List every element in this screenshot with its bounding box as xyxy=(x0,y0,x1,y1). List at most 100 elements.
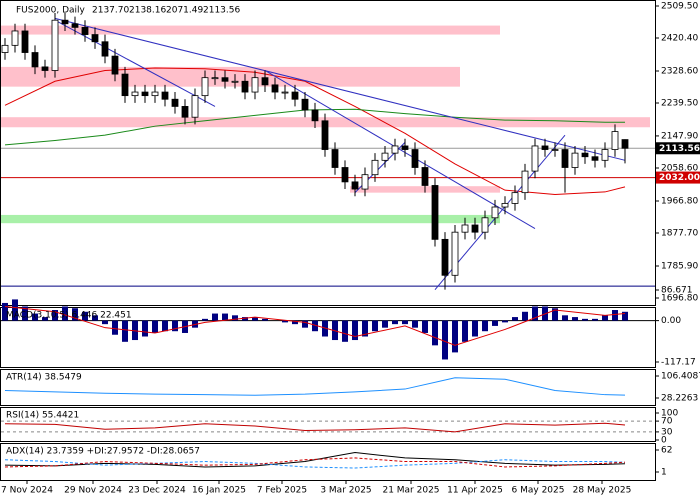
candle-body xyxy=(221,77,229,82)
histogram-bar xyxy=(552,308,558,321)
indicator-title: RSI(14) 55.4421 xyxy=(6,411,79,421)
histogram-bar xyxy=(582,318,588,321)
candle-body xyxy=(391,145,399,154)
price-label-box xyxy=(656,171,700,184)
histogram-bar xyxy=(322,320,328,337)
histogram-bar xyxy=(442,320,448,360)
candle-body xyxy=(181,106,189,118)
candle-body xyxy=(161,91,169,100)
candle-body xyxy=(51,19,59,71)
panel-frame xyxy=(0,307,656,368)
panel-frame xyxy=(0,407,656,442)
x-tick-label: 7 Feb 2025 xyxy=(257,486,307,496)
indicator-title: ADX(14) 23.7359 +DI:27.9572 -DI:28.0657 xyxy=(6,447,200,457)
zone xyxy=(1,66,460,87)
histogram-bar xyxy=(352,320,358,341)
price-label-box xyxy=(656,142,700,155)
candle-body xyxy=(531,145,539,172)
candle-body xyxy=(601,149,609,161)
histogram-bar xyxy=(332,320,338,341)
histogram-bar xyxy=(122,320,128,342)
candle-body xyxy=(411,149,419,168)
candle-body xyxy=(101,41,109,57)
y-tick-label: 2058.60 xyxy=(661,164,698,174)
chart-title: FUS2000, Daily xyxy=(16,6,86,16)
ohlc-label: 2071.49 xyxy=(166,6,203,16)
candle-body xyxy=(371,159,379,176)
histogram-bar xyxy=(72,308,78,321)
y-tick-label: 0 xyxy=(661,436,667,446)
histogram-bar xyxy=(622,311,628,321)
trendline xyxy=(264,70,536,230)
candle-body xyxy=(201,77,209,97)
histogram-bar xyxy=(432,320,438,346)
candle-body xyxy=(401,145,409,150)
histogram-bar xyxy=(312,320,318,332)
histogram-bar xyxy=(212,313,218,321)
histogram-bar xyxy=(592,318,598,321)
candle-body xyxy=(311,109,319,122)
histogram-bar xyxy=(222,313,228,321)
trendline xyxy=(54,17,626,161)
candle-body xyxy=(231,80,239,83)
indicator-line xyxy=(4,457,626,468)
candle-body xyxy=(501,203,509,208)
candle-body xyxy=(321,120,329,150)
histogram-bar xyxy=(412,320,418,328)
x-tick-label: 11 Apr 2025 xyxy=(447,486,503,496)
candle-body xyxy=(381,152,389,161)
candle-body xyxy=(151,91,159,97)
candle-body xyxy=(361,174,369,190)
candle-body xyxy=(121,73,129,97)
indicator-line xyxy=(4,452,626,468)
candle-body xyxy=(11,30,19,46)
moving-average xyxy=(4,108,625,146)
zone xyxy=(1,25,500,35)
y-tick-label: 100 xyxy=(661,409,678,419)
histogram-bar xyxy=(572,317,578,321)
histogram-bar xyxy=(92,315,98,321)
histogram-bar xyxy=(172,320,178,332)
candle-body xyxy=(341,167,349,183)
price-label: 2113.56 xyxy=(659,144,700,154)
candle-body xyxy=(21,30,29,53)
histogram-bar xyxy=(502,320,508,323)
candle-body xyxy=(241,80,249,93)
candle-body xyxy=(611,131,619,150)
candle-body xyxy=(561,149,569,168)
candle-body xyxy=(441,238,449,276)
x-tick-label: 7 Nov 2024 xyxy=(1,486,53,496)
ohlc-label: 2137.70 xyxy=(92,6,129,16)
histogram-bar xyxy=(162,320,168,332)
histogram-bar xyxy=(82,311,88,321)
candle-body xyxy=(281,91,289,94)
indicator-line xyxy=(4,459,626,469)
candle-body xyxy=(511,192,519,204)
candle-body xyxy=(351,181,359,190)
histogram-bar xyxy=(62,306,68,321)
histogram-bar xyxy=(132,320,138,341)
y-tick-label: -117.17 xyxy=(661,358,696,368)
histogram-bar xyxy=(42,317,48,321)
histogram-bar xyxy=(522,311,528,321)
histogram-bar xyxy=(392,320,398,325)
panel-frame xyxy=(0,369,656,406)
histogram-bar xyxy=(262,318,268,321)
ohlc-label: 2138.16 xyxy=(129,6,166,16)
candle-body xyxy=(71,23,79,28)
y-tick-label: 2420.40 xyxy=(661,34,698,44)
histogram-bar xyxy=(2,302,8,321)
x-tick-label: 28 May 2025 xyxy=(573,486,632,496)
histogram-bar xyxy=(602,315,608,321)
candle-body xyxy=(251,77,259,93)
y-tick-label: 1966.80 xyxy=(661,196,698,206)
candle-body xyxy=(81,26,89,35)
histogram-bar xyxy=(342,320,348,342)
panel-frame xyxy=(0,443,656,481)
y-tick-label: 2328.60 xyxy=(661,66,698,76)
y-tick-label: 86.671 xyxy=(661,286,693,296)
candle-body xyxy=(491,206,499,219)
indicator-line xyxy=(4,422,626,433)
histogram-bar xyxy=(242,317,248,321)
